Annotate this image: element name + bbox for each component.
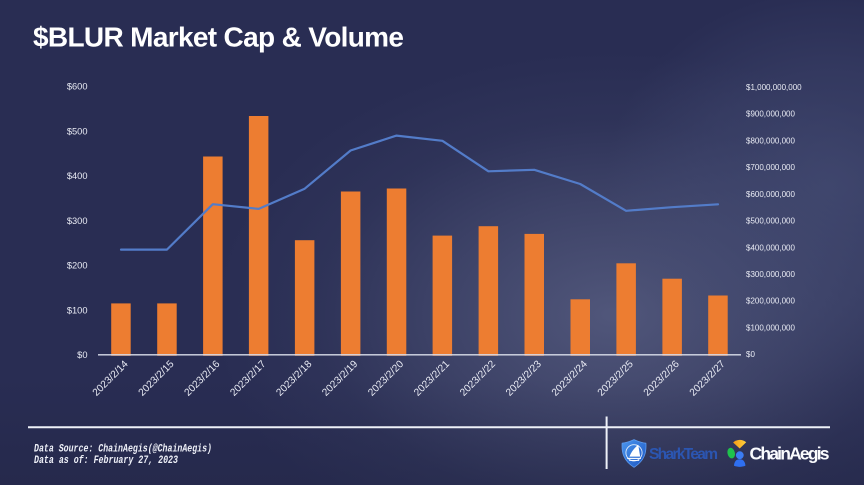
svg-text:$400,000,000: $400,000,000	[746, 243, 795, 252]
svg-text:2023/2/24: 2023/2/24	[550, 359, 590, 399]
svg-text:$200,000,000: $200,000,000	[746, 297, 795, 306]
svg-text:$BLUR Market Cap & Volume: $BLUR Market Cap & Volume	[33, 22, 404, 53]
svg-text:2023/2/25: 2023/2/25	[596, 359, 636, 399]
svg-text:$0: $0	[746, 350, 755, 359]
svg-text:$1,000,000,000: $1,000,000,000	[746, 83, 802, 92]
svg-text:$800,000,000: $800,000,000	[746, 136, 795, 145]
svg-text:$400: $400	[67, 171, 88, 181]
svg-text:2023/2/17: 2023/2/17	[228, 359, 268, 399]
svg-text:ChainAegis: ChainAegis	[750, 443, 830, 463]
svg-text:2023/2/21: 2023/2/21	[412, 359, 452, 399]
svg-text:SharkTeam: SharkTeam	[649, 446, 718, 463]
svg-text:$700,000,000: $700,000,000	[746, 163, 795, 172]
svg-text:$300: $300	[67, 216, 88, 226]
svg-text:2023/2/23: 2023/2/23	[504, 359, 544, 399]
svg-text:2023/2/14: 2023/2/14	[91, 359, 131, 399]
svg-text:$100: $100	[67, 305, 88, 315]
svg-text:2023/2/16: 2023/2/16	[183, 359, 223, 399]
svg-text:2023/2/20: 2023/2/20	[366, 359, 406, 399]
svg-text:2023/2/22: 2023/2/22	[458, 359, 498, 399]
svg-text:$300,000,000: $300,000,000	[746, 270, 795, 279]
svg-text:$500,000,000: $500,000,000	[746, 217, 795, 226]
svg-text:2023/2/26: 2023/2/26	[642, 359, 682, 399]
svg-text:2023/2/19: 2023/2/19	[320, 359, 360, 399]
svg-text:$600: $600	[67, 82, 88, 92]
svg-text:$0: $0	[77, 350, 87, 360]
svg-text:$500: $500	[67, 126, 88, 136]
svg-text:2023/2/15: 2023/2/15	[137, 359, 177, 399]
svg-text:Data as of: February 27, 2023: Data as of: February 27, 2023	[34, 455, 178, 467]
svg-text:2023/2/18: 2023/2/18	[274, 359, 314, 399]
svg-text:$900,000,000: $900,000,000	[746, 110, 795, 119]
svg-text:$100,000,000: $100,000,000	[746, 324, 795, 333]
svg-text:$200: $200	[67, 261, 88, 271]
svg-text:Data Source: ChainAegis(@Chain: Data Source: ChainAegis(@ChainAegis)	[34, 444, 212, 456]
svg-text:$600,000,000: $600,000,000	[746, 190, 795, 199]
svg-text:2023/2/27: 2023/2/27	[688, 359, 728, 399]
